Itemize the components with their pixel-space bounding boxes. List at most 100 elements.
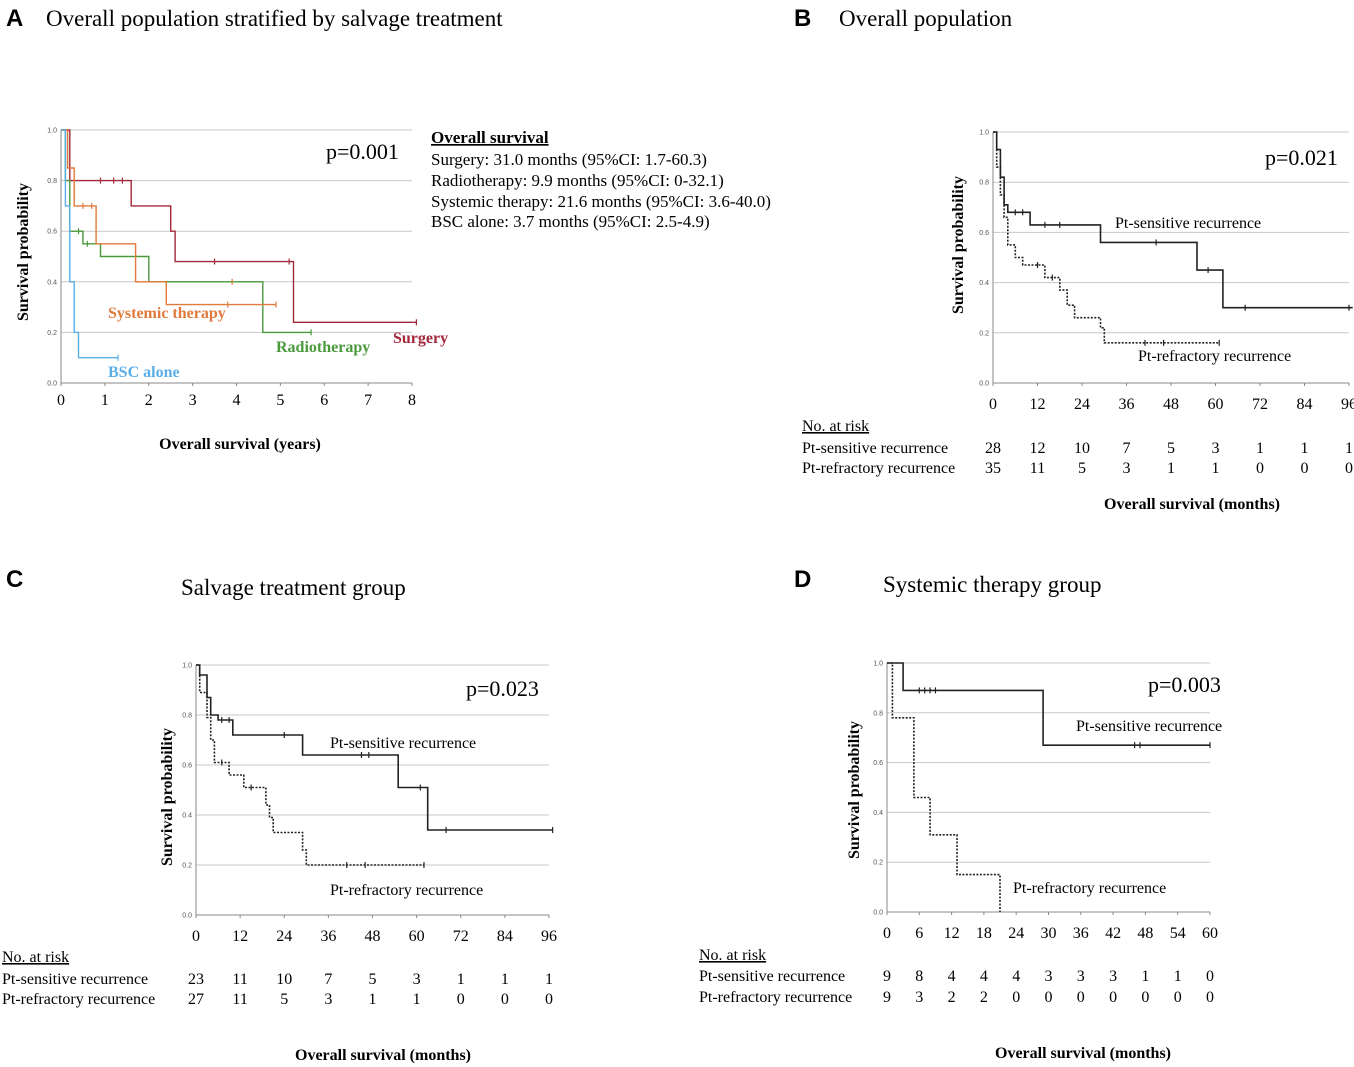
panel-a-letter: A	[6, 5, 23, 32]
panel-c-plot: 0.0 0.2 0.4 0.6 0.8 1.0 0 12 24 36 48 60 72 84 96 Survi…	[159, 663, 557, 946]
panel-d-xlabel: Overall survival (months)	[995, 1045, 1171, 1062]
panel-a-stat-radiotherapy: Radiotherapy: 9.9 months (95%CI: 0-32.1)	[431, 171, 724, 190]
y-tick-label: 0.6	[47, 229, 57, 236]
risk-count: 0	[501, 991, 509, 1008]
risk-count: 3	[1045, 968, 1053, 985]
x-tick-label: 30	[1041, 925, 1057, 942]
y-axis-label: Survival probability	[846, 721, 863, 859]
risk-count: 9	[883, 968, 891, 985]
panel-c-xlabel: Overall survival (months)	[295, 1047, 471, 1064]
x-tick-label: 6	[320, 392, 328, 409]
panel-d-label-sensitive: Pt-sensitive recurrence	[1076, 718, 1222, 735]
risk-count: 0	[1206, 989, 1214, 1006]
risk-count: 7	[324, 971, 332, 988]
x-tick-label: 84	[497, 928, 513, 945]
series-line-radiotherapy	[61, 129, 312, 334]
panel-a-label-radiotherapy: Radiotherapy	[276, 339, 370, 356]
y-tick-label: 0.6	[979, 230, 989, 237]
panel-a: A Overall population stratified by salva…	[6, 5, 771, 453]
panel-b-letter: B	[794, 5, 811, 32]
panel-d-plot: 0.0 0.2 0.4 0.6 0.8 1.0 0 6 12 18 24 30 36 42 48 54 60 Su…	[846, 661, 1218, 943]
risk-count: 8	[915, 968, 923, 985]
risk-count: 1	[1212, 460, 1220, 477]
y-tick-label: 1.0	[873, 661, 883, 668]
panel-a-label-bsc: BSC alone	[108, 364, 180, 381]
x-tick-label: 24	[1074, 396, 1090, 413]
x-tick-label: 96	[1341, 396, 1354, 413]
risk-count: 5	[280, 991, 288, 1008]
y-axis-label: Survival probability	[159, 728, 176, 866]
risk-count: 35	[985, 460, 1001, 477]
x-tick-label: 96	[541, 928, 557, 945]
x-tick-label: 48	[1163, 396, 1179, 413]
panel-c-risk-table: 23 11 10 7 5 3 1 1 127 11 5 3 1 1 0 0 0	[188, 971, 553, 1008]
y-tick-label: 0.2	[979, 330, 989, 337]
panel-a-pvalue: p=0.001	[326, 139, 399, 164]
panel-b: B Overall population 0.00.20.40.60.81.00…	[794, 5, 1354, 513]
risk-count: 0	[1301, 460, 1309, 477]
risk-count: 0	[1141, 989, 1149, 1006]
risk-count: 2	[948, 989, 956, 1006]
panel-a-title: Overall population stratified by salvage…	[46, 6, 503, 31]
series-line-pt-sensitive-recurrence	[196, 664, 553, 831]
x-tick-label: 0	[989, 396, 997, 413]
risk-count: 1	[1256, 440, 1264, 457]
series-line-pt-refractory-recurrence	[887, 662, 1001, 912]
panel-b-risk-header: No. at risk	[802, 418, 869, 435]
panel-c-pvalue: p=0.023	[466, 676, 539, 701]
panel-c-letter: C	[6, 566, 23, 593]
y-tick-label: 0.8	[47, 178, 57, 185]
risk-count: 0	[1045, 989, 1053, 1006]
panel-b-risk-table: 28 12 10 7 5 3 1 1 135 11 5 3 1 1 0 0 0	[985, 440, 1353, 477]
y-tick-label: 0.0	[979, 381, 989, 388]
risk-count: 10	[276, 971, 292, 988]
y-tick-label: 0.8	[182, 713, 192, 720]
risk-count: 1	[501, 971, 509, 988]
risk-count: 1	[1301, 440, 1309, 457]
x-tick-label: 0	[192, 928, 200, 945]
panel-c-label-sensitive: Pt-sensitive recurrence	[330, 735, 476, 752]
series-line-surgery	[61, 129, 417, 323]
risk-count: 0	[1012, 989, 1020, 1006]
x-tick-label: 60	[1202, 925, 1218, 942]
panel-c: C Salvage treatment group 0.00.20.40.60.…	[2, 566, 557, 1064]
series-line-pt-sensitive-recurrence	[887, 662, 1210, 747]
y-tick-label: 0.4	[47, 279, 57, 286]
panel-a-label-systemic: Systemic therapy	[108, 305, 226, 322]
x-tick-label: 54	[1170, 925, 1186, 942]
y-tick-label: 0.8	[873, 710, 883, 717]
panel-b-xlabel: Overall survival (months)	[1104, 496, 1280, 513]
x-tick-label: 42	[1105, 925, 1121, 942]
panel-d-label-refractory: Pt-refractory recurrence	[1013, 880, 1166, 897]
risk-count: 28	[985, 440, 1001, 457]
panel-a-label-surgery: Surgery	[393, 330, 448, 347]
panel-d-risk-header: No. at risk	[699, 947, 766, 964]
x-tick-label: 12	[1030, 396, 1046, 413]
x-tick-label: 36	[1073, 925, 1089, 942]
panel-b-pvalue: p=0.021	[1265, 145, 1338, 170]
risk-count: 23	[188, 971, 204, 988]
x-tick-label: 48	[365, 928, 381, 945]
panel-a-stat-bsc: BSC alone: 3.7 months (95%CI: 2.5-4.9)	[431, 212, 710, 231]
series-line-pt-refractory-recurrence	[196, 664, 424, 866]
x-tick-label: 24	[276, 928, 292, 945]
panel-b-title: Overall population	[839, 6, 1013, 31]
y-tick-label: 0.6	[182, 763, 192, 770]
x-tick-label: 72	[453, 928, 469, 945]
risk-count: 11	[232, 971, 247, 988]
x-tick-label: 18	[976, 925, 992, 942]
panel-a-stat-surgery: Surgery: 31.0 months (95%CI: 1.7-60.3)	[431, 150, 707, 169]
x-tick-label: 36	[320, 928, 336, 945]
risk-count: 1	[457, 971, 465, 988]
y-tick-label: 0.8	[979, 180, 989, 187]
panel-c-risk-header: No. at risk	[2, 949, 69, 966]
risk-count: 27	[188, 991, 204, 1008]
y-tick-label: 1.0	[979, 130, 989, 137]
risk-count: 0	[457, 991, 465, 1008]
x-tick-label: 5	[276, 392, 284, 409]
x-tick-label: 24	[1008, 925, 1024, 942]
risk-count: 3	[1123, 460, 1131, 477]
risk-count: 1	[369, 991, 377, 1008]
risk-count: 9	[883, 989, 891, 1006]
